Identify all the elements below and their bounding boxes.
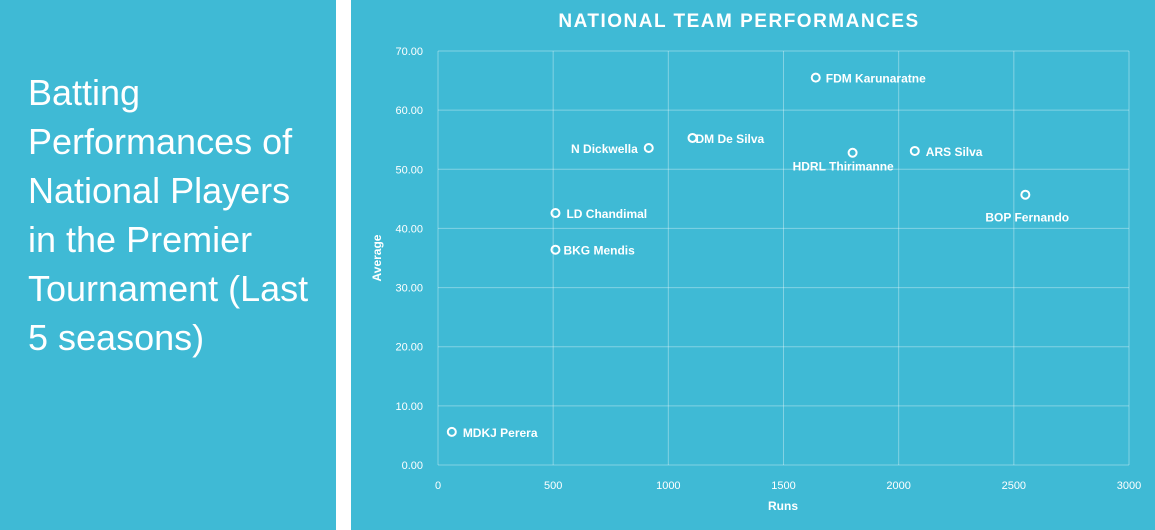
- data-point-label: BOP Fernando: [985, 211, 1069, 225]
- y-tick-label: 70.00: [395, 46, 423, 58]
- data-point-label: DM De Silva: [696, 132, 765, 146]
- data-point-label: HDRL Thirimanne: [793, 160, 894, 174]
- y-axis-label: Average: [370, 234, 384, 281]
- data-point: [643, 142, 654, 153]
- y-tick-label: 20.00: [395, 342, 423, 354]
- y-tick-label: 30.00: [395, 283, 423, 295]
- data-point-label: ARS Silva: [926, 145, 983, 159]
- data-point: [687, 132, 698, 143]
- data-point: [909, 145, 920, 156]
- y-tick-label: 10.00: [395, 401, 423, 413]
- chart-panel: NATIONAL TEAM PERFORMANCES 0 500 1000 1500 2…: [351, 0, 1155, 530]
- x-tick-label: 2500: [1002, 480, 1026, 492]
- data-point: [550, 244, 561, 255]
- y-tick-label: 60.00: [395, 105, 423, 117]
- data-point-label: BKG Mendis: [563, 244, 635, 258]
- data-point: [446, 426, 457, 437]
- data-point: [1020, 189, 1031, 200]
- x-tick-label: 1500: [771, 480, 795, 492]
- data-point-label: N Dickwella: [571, 142, 638, 156]
- data-point-label: FDM Karunaratne: [826, 72, 926, 86]
- data-point-label: LD Chandimal: [566, 207, 647, 221]
- slide-title: Batting Performances of National Players…: [28, 72, 309, 358]
- x-tick-label: 1000: [656, 480, 680, 492]
- x-axis-label: Runs: [768, 499, 798, 513]
- grid-lines: [437, 50, 1130, 466]
- data-point-label: MDKJ Perera: [463, 426, 538, 440]
- data-point: [847, 147, 858, 158]
- x-tick-label: 2000: [886, 480, 910, 492]
- scatter-chart: NATIONAL TEAM PERFORMANCES 0 500 1000 1500 2…: [370, 11, 1141, 513]
- axis-ticks: 0 500 1000 1500 2000 2500 3000 0.00 10.00 20.00 30…: [395, 46, 1141, 492]
- x-tick-label: 3000: [1117, 480, 1141, 492]
- data-points: FDM Karunaratne DM De Silva N Dickwella HDR…: [446, 72, 1069, 440]
- y-tick-label: 40.00: [395, 223, 423, 235]
- y-tick-label: 0.00: [402, 460, 423, 472]
- data-point: [810, 72, 821, 83]
- data-point: [550, 208, 561, 219]
- x-tick-label: 500: [544, 480, 562, 492]
- y-tick-label: 50.00: [395, 164, 423, 176]
- title-panel: Batting Performances of National Players…: [0, 0, 336, 530]
- chart-title: NATIONAL TEAM PERFORMANCES: [558, 11, 919, 32]
- x-tick-label: 0: [435, 480, 441, 492]
